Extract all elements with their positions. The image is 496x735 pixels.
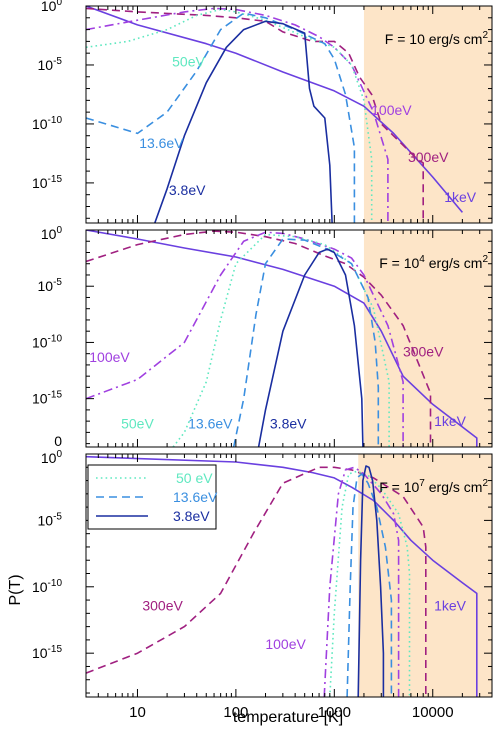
curve-label-50ev: 50eV xyxy=(121,415,154,431)
flux-annotation: F = 104 erg/s cm2 xyxy=(379,254,488,271)
panel-1: 100 10-5 10-10 10-15 F = 10 erg/s cm2 50eV 13.… xyxy=(32,0,493,224)
y-tick-label: 100 xyxy=(41,225,63,242)
series-line-13-6ev xyxy=(346,473,393,697)
y-tick-label: 10-5 xyxy=(38,277,63,294)
curve-label-13-6ev: 13.6eV xyxy=(139,135,184,151)
series-line-100ev xyxy=(86,7,389,223)
x-tick-label: 10000 xyxy=(412,704,454,721)
legend: 50 eV 13.6eV 3.8eV xyxy=(87,464,218,530)
series-line-13-6ev xyxy=(86,12,356,223)
curve-label-300ev: 300eV xyxy=(142,597,183,613)
curve-label-100ev: 100eV xyxy=(265,636,306,652)
legend-label-13-6ev: 13.6eV xyxy=(173,489,218,505)
series-line-3-8ev xyxy=(357,465,385,697)
curve-label-1kev: 1keV xyxy=(434,597,467,613)
y-tick-label: 100 xyxy=(41,0,63,14)
curve-label-300ev: 300eV xyxy=(408,149,449,165)
flux-annotation: F = 10 erg/s cm2 xyxy=(385,30,489,47)
y-axis-label: P(T) xyxy=(7,574,24,605)
y-tick-label: 10-15 xyxy=(32,644,62,661)
series-line-13-6ev xyxy=(232,238,380,447)
y-tick-label: 10-15 xyxy=(32,174,62,191)
series-line-50ev xyxy=(329,470,411,697)
curve-label-100ev: 100eV xyxy=(371,102,412,118)
curve-label-300ev: 300eV xyxy=(403,343,444,359)
panel-frame xyxy=(85,5,493,224)
curve-label-3-8ev: 3.8eV xyxy=(270,415,307,431)
x-tick-label: 1000 xyxy=(318,704,351,721)
panel-3: 100 10-5 10-10 10-15 F = 107 erg/s cm2 300eV 1… xyxy=(32,449,493,698)
series-line-100ev xyxy=(86,231,404,447)
series-group xyxy=(86,455,478,697)
legend-label-50ev: 50 eV xyxy=(176,470,213,486)
x-axis-label: temperature [K] xyxy=(233,709,343,726)
curve-label-1kev: 1keV xyxy=(444,189,477,205)
curve-label-100ev: 100eV xyxy=(89,349,130,365)
curve-label-3-8ev: 3.8eV xyxy=(169,182,206,198)
flux-annotation: F = 107 erg/s cm2 xyxy=(379,478,488,495)
legend-label-3-8ev: 3.8eV xyxy=(173,508,210,524)
series-line-3-8ev xyxy=(257,248,364,447)
series-line-300ev xyxy=(86,466,427,697)
series-line-3-8ev xyxy=(154,20,333,223)
y-tick-label: 0 xyxy=(54,433,62,449)
y-tick-label: 10-15 xyxy=(32,390,62,407)
series-group xyxy=(86,6,464,223)
y-tick-label: 100 xyxy=(41,449,63,466)
series-line-1kev xyxy=(86,455,478,697)
y-tick-label: 10-10 xyxy=(32,333,62,350)
series-line-300ev xyxy=(86,7,425,223)
y-tick-label: 10-5 xyxy=(38,56,63,73)
x-tick-label: 10 xyxy=(129,704,146,721)
y-tick-label: 10-10 xyxy=(32,578,62,595)
curve-label-13-6ev: 13.6eV xyxy=(188,415,233,431)
y-tick-label: 10-10 xyxy=(32,115,62,132)
panel-2: 100 10-5 10-10 10-15 0 F = 104 erg/s cm2 100eV… xyxy=(32,225,493,449)
panel-frame xyxy=(85,453,493,698)
x-tick-label: 100 xyxy=(223,704,248,721)
curve-label-50ev: 50eV xyxy=(172,53,205,69)
series-line-50ev xyxy=(86,8,373,223)
shaded-region xyxy=(363,6,492,223)
curve-label-1kev: 1keV xyxy=(434,413,467,429)
series-group xyxy=(86,230,478,447)
series-line-100ev xyxy=(323,466,400,697)
panel-frame xyxy=(85,229,493,448)
y-tick-label: 10-5 xyxy=(38,511,63,528)
